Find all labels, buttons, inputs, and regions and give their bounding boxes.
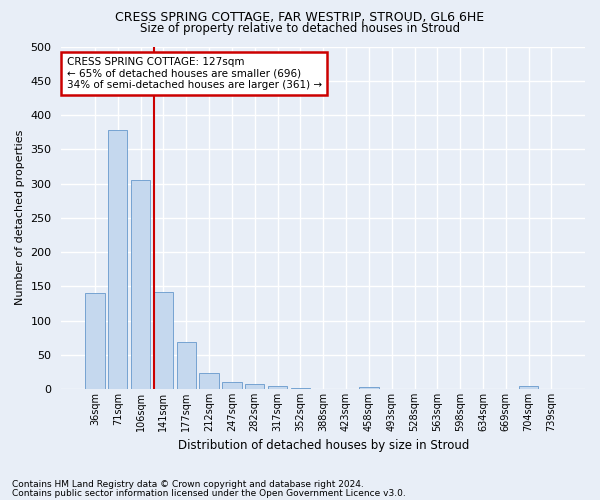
Bar: [176, 342, 196, 389]
Bar: [154, 292, 173, 389]
Bar: [131, 180, 150, 389]
X-axis label: Distribution of detached houses by size in Stroud: Distribution of detached houses by size …: [178, 440, 469, 452]
Bar: [268, 386, 287, 389]
Text: Contains public sector information licensed under the Open Government Licence v3: Contains public sector information licen…: [12, 488, 406, 498]
Bar: [222, 382, 242, 389]
Y-axis label: Number of detached properties: Number of detached properties: [15, 130, 25, 306]
Text: CRESS SPRING COTTAGE: 127sqm
← 65% of detached houses are smaller (696)
34% of s: CRESS SPRING COTTAGE: 127sqm ← 65% of de…: [67, 57, 322, 90]
Bar: [359, 387, 379, 389]
Bar: [85, 293, 104, 389]
Bar: [108, 130, 127, 389]
Bar: [245, 384, 265, 389]
Bar: [199, 372, 219, 389]
Text: Contains HM Land Registry data © Crown copyright and database right 2024.: Contains HM Land Registry data © Crown c…: [12, 480, 364, 489]
Text: Size of property relative to detached houses in Stroud: Size of property relative to detached ho…: [140, 22, 460, 35]
Bar: [290, 388, 310, 389]
Bar: [519, 386, 538, 389]
Text: CRESS SPRING COTTAGE, FAR WESTRIP, STROUD, GL6 6HE: CRESS SPRING COTTAGE, FAR WESTRIP, STROU…: [115, 11, 485, 24]
